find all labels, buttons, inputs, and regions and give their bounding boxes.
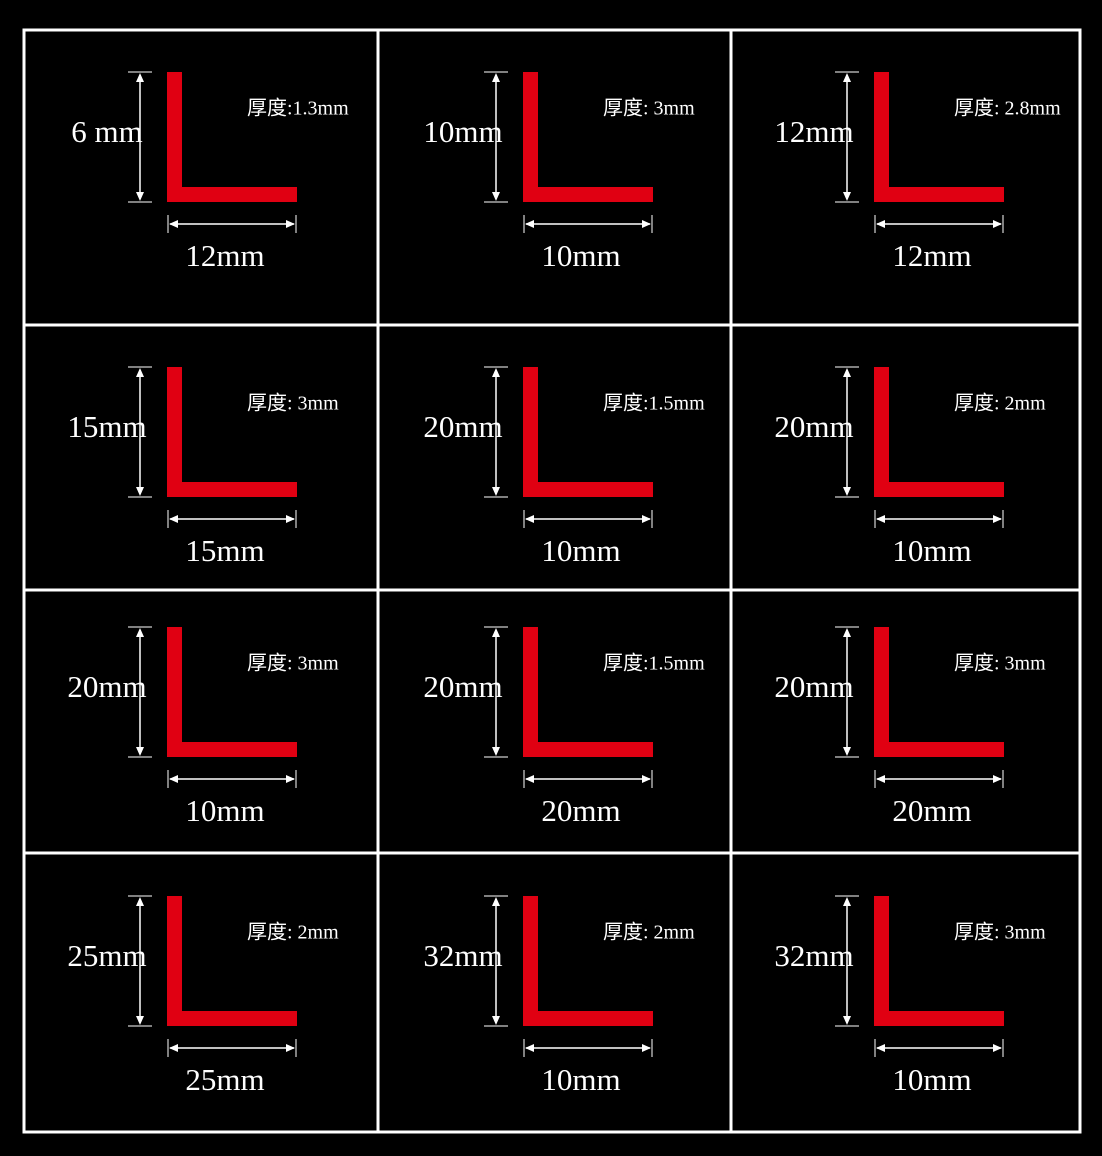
l-profile	[874, 72, 1004, 202]
width-label: 10mm	[541, 238, 620, 273]
height-label: 25mm	[67, 938, 146, 973]
thickness-label: 厚度: 3mm	[603, 97, 695, 120]
l-profile	[167, 367, 297, 497]
thickness-label: 厚度:1.5mm	[603, 652, 705, 675]
l-profile	[523, 896, 653, 1026]
width-label: 20mm	[541, 793, 620, 828]
thickness-label: 厚度: 2.8mm	[954, 97, 1061, 120]
height-label: 32mm	[774, 938, 853, 973]
width-label: 25mm	[185, 1062, 264, 1097]
width-label: 10mm	[541, 533, 620, 568]
l-profile	[874, 627, 1004, 757]
width-label: 10mm	[892, 1062, 971, 1097]
width-label: 10mm	[892, 533, 971, 568]
height-label: 12mm	[774, 114, 853, 149]
l-profile	[523, 627, 653, 757]
height-label: 15mm	[67, 409, 146, 444]
width-label: 20mm	[892, 793, 971, 828]
thickness-label: 厚度:1.5mm	[603, 392, 705, 415]
height-label: 20mm	[423, 669, 502, 704]
l-profile	[167, 627, 297, 757]
height-label: 20mm	[423, 409, 502, 444]
thickness-label: 厚度: 3mm	[247, 652, 339, 675]
grid-border	[22, 28, 1082, 1134]
height-label: 32mm	[423, 938, 502, 973]
l-profile	[523, 367, 653, 497]
height-label: 6 mm	[71, 114, 142, 149]
height-label: 20mm	[774, 409, 853, 444]
thickness-label: 厚度: 3mm	[954, 921, 1046, 944]
l-profile	[167, 896, 297, 1026]
height-label: 20mm	[67, 669, 146, 704]
l-profile	[167, 72, 297, 202]
thickness-label: 厚度: 3mm	[247, 392, 339, 415]
height-label: 10mm	[423, 114, 502, 149]
width-label: 12mm	[892, 238, 971, 273]
thickness-label: 厚度:1.3mm	[247, 97, 349, 120]
thickness-label: 厚度: 3mm	[954, 652, 1046, 675]
thickness-label: 厚度: 2mm	[954, 392, 1046, 415]
l-profile	[523, 72, 653, 202]
width-label: 10mm	[185, 793, 264, 828]
l-profile	[874, 367, 1004, 497]
thickness-label: 厚度: 2mm	[603, 921, 695, 944]
width-label: 15mm	[185, 533, 264, 568]
thickness-label: 厚度: 2mm	[247, 921, 339, 944]
width-label: 10mm	[541, 1062, 620, 1097]
l-profile	[874, 896, 1004, 1026]
height-label: 20mm	[774, 669, 853, 704]
width-label: 12mm	[185, 238, 264, 273]
